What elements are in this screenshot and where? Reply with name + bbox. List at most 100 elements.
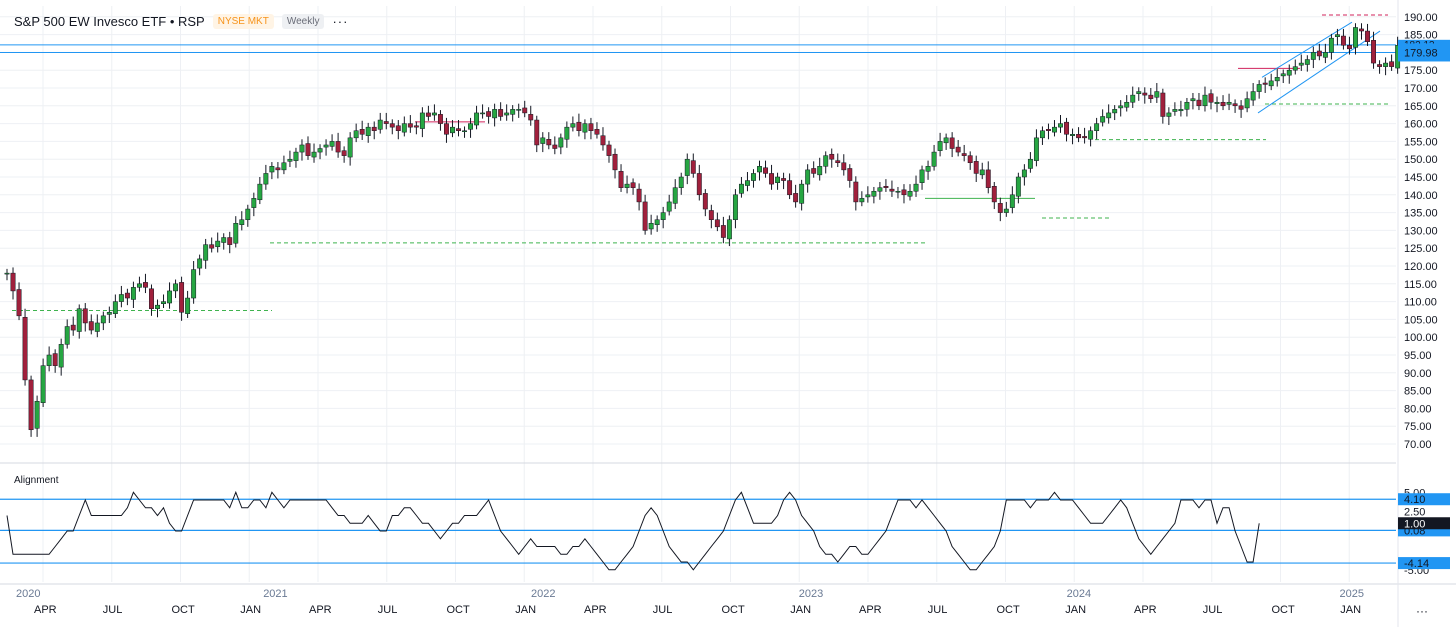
- candle-body: [1316, 50, 1322, 57]
- candle-body: [227, 237, 233, 245]
- month-label: JAN: [240, 604, 261, 616]
- candle-body: [714, 219, 720, 228]
- candle-body: [853, 181, 859, 203]
- candle-body: [94, 322, 100, 332]
- candle-body: [1322, 52, 1328, 58]
- price-tick-label: 160.00: [1404, 119, 1438, 131]
- candle-body: [877, 187, 883, 192]
- candle-body: [329, 141, 335, 147]
- candle-body: [1027, 158, 1033, 169]
- candle-body: [197, 258, 203, 269]
- price-tick-label: 75.00: [1404, 421, 1432, 433]
- candle-body: [76, 308, 82, 332]
- candle-body: [155, 304, 160, 309]
- candle-body: [979, 169, 985, 176]
- candle-body: [1009, 194, 1015, 208]
- month-label: OCT: [722, 604, 746, 616]
- candle-body: [275, 167, 281, 171]
- candle-body: [570, 123, 576, 128]
- candle-body: [582, 123, 588, 133]
- candle-body: [1268, 80, 1274, 87]
- symbol-title[interactable]: S&P 500 EW Invesco ETF • RSP: [14, 13, 205, 29]
- candle-body: [540, 137, 546, 144]
- month-label: JAN: [1065, 604, 1086, 616]
- price-label-text: 179.98: [1404, 47, 1438, 59]
- candle-body: [817, 166, 823, 176]
- candle-body: [58, 344, 64, 368]
- price-tick-label: 140.00: [1404, 190, 1438, 202]
- candle-body: [1003, 208, 1009, 213]
- candle-body: [365, 126, 371, 136]
- candle-body: [209, 244, 215, 249]
- month-label: JUL: [653, 604, 673, 616]
- candle-body: [1371, 40, 1376, 64]
- candle-body: [793, 193, 799, 203]
- price-tick-label: 170.00: [1404, 83, 1438, 95]
- candle-body: [859, 198, 865, 203]
- candle-body: [1244, 98, 1250, 109]
- candle-body: [462, 130, 467, 132]
- candle-body: [913, 183, 919, 192]
- candle-body: [498, 109, 504, 117]
- candle-body: [1232, 103, 1238, 107]
- candle-body: [985, 169, 991, 188]
- candle-body: [1015, 176, 1021, 197]
- price-tick-label: 150.00: [1404, 154, 1438, 166]
- candle-body: [371, 126, 377, 131]
- candle-body: [28, 379, 34, 431]
- candle-body: [871, 190, 877, 197]
- chart-header: S&P 500 EW Invesco ETF • RSP NYSE MKT We…: [14, 12, 348, 30]
- candle-body: [931, 151, 937, 167]
- candle-body: [1033, 137, 1039, 161]
- candle-body: [112, 301, 118, 314]
- header-more-button[interactable]: ···: [332, 13, 349, 29]
- candle-body: [636, 188, 642, 203]
- alignment-y-axis[interactable]: 5.002.50-5.004.100.08-4.141.00: [1398, 487, 1450, 577]
- candle-body: [666, 201, 672, 212]
- candle-body: [106, 312, 112, 315]
- candle-body: [925, 166, 931, 172]
- candle-body: [576, 121, 582, 131]
- alignment-series: [0, 490, 1396, 571]
- candle-body: [444, 123, 449, 135]
- indicator-title: Alignment: [14, 475, 59, 486]
- candle-body: [492, 109, 498, 119]
- candle-body: [353, 130, 359, 139]
- exchange-badge: NYSE MKT: [212, 13, 274, 29]
- candle-body: [757, 166, 762, 173]
- month-label: APR: [1134, 604, 1157, 616]
- candle-body: [251, 198, 257, 208]
- month-label: OCT: [172, 604, 196, 616]
- price-tick-label: 80.00: [1404, 403, 1432, 415]
- corner-more-button[interactable]: ···: [1416, 604, 1428, 618]
- candle-body: [883, 186, 889, 188]
- month-label: JAN: [1340, 604, 1361, 616]
- candle-body: [413, 125, 419, 128]
- interval-badge[interactable]: Weekly: [281, 13, 325, 29]
- candle-body: [1292, 66, 1298, 71]
- candle-body: [811, 168, 817, 174]
- candle-body: [130, 287, 136, 300]
- price-tick-label: 135.00: [1404, 208, 1438, 220]
- price-tick-label: 95.00: [1404, 350, 1432, 362]
- candle-body: [1304, 59, 1310, 65]
- candle-body: [287, 158, 293, 162]
- price-y-axis[interactable]: 190.00185.00180.00175.00170.00165.00160.…: [1404, 12, 1438, 451]
- time-x-axis[interactable]: 2020 2021 2022 2023 2024 2025 APR JUL OCT JAN APR J…: [16, 588, 1364, 616]
- candle-body: [1058, 123, 1063, 128]
- month-label: JUL: [103, 604, 123, 616]
- candle-body: [437, 114, 443, 124]
- candle-body: [407, 123, 413, 128]
- price-tick-label: 85.00: [1404, 386, 1432, 398]
- candle-body: [612, 153, 618, 171]
- candle-body: [46, 354, 52, 366]
- candle-body: [943, 137, 949, 144]
- candle-body: [1298, 62, 1304, 66]
- candle-body: [618, 171, 624, 188]
- price-overlay-lines: [0, 14, 1396, 311]
- candle-body: [1136, 91, 1142, 94]
- candle-body: [1184, 101, 1190, 110]
- candle-body: [82, 308, 88, 324]
- candle-body: [124, 292, 130, 299]
